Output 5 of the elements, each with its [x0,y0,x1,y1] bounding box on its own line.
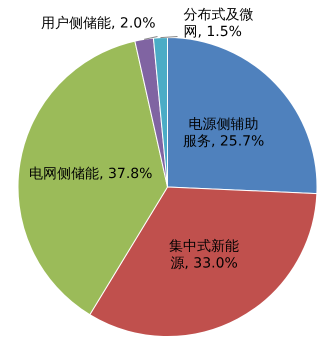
slice-label: 集中式新能源, 33.0% [169,238,240,272]
slice-label: 分布式及微网, 1.5% [184,7,254,40]
slice-label: 电网侧储能, 37.8% [29,166,152,182]
slice-label: 电源侧辅助服务, 25.7% [182,116,264,150]
slice-label: 用户侧储能, 2.0% [41,16,156,32]
